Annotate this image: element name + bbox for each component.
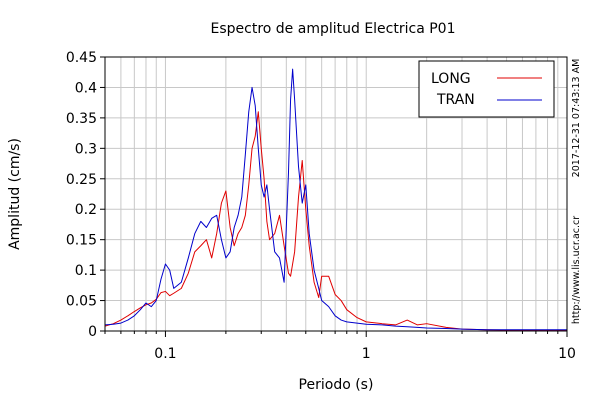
y-tick-label: 0 (88, 324, 97, 340)
y-tick-label: 0.05 (66, 294, 97, 310)
timestamp-label: 2017-12-31 07:43:13 AM (571, 59, 582, 178)
series-layer (104, 68, 567, 331)
y-tick-label: 0.15 (66, 233, 97, 249)
legend: LONG TRAN (418, 60, 555, 118)
legend-label-tran: TRAN (436, 92, 475, 108)
plot-frame (104, 56, 568, 332)
y-tick-label: 0.4 (75, 80, 97, 96)
x-tick-label: 1 (362, 346, 371, 362)
axis-ticks (100, 56, 568, 337)
legend-box (418, 60, 555, 118)
series-line-tran (104, 68, 567, 331)
series-line-long (104, 111, 567, 331)
grid (104, 57, 567, 331)
y-tick-label: 0.35 (66, 111, 97, 127)
y-axis-label: Amplitud (cm/s) (7, 138, 23, 250)
x-tick-label: 10 (558, 346, 576, 362)
y-tick-label: 0.1 (75, 263, 97, 279)
y-tick-label: 0.45 (66, 50, 97, 66)
y-tick-label: 0.2 (75, 202, 97, 218)
legend-label-long: LONG (431, 71, 471, 87)
source-url-label: http://www.lis.ucr.ac.cr (571, 216, 582, 324)
x-axis-label: Periodo (s) (299, 377, 374, 393)
y-tick-label: 0.25 (66, 172, 97, 188)
tick-labels: 0 0.05 0.1 0.15 0.2 0.25 0.3 0.35 0.4 0.45 0.1 1 10 (66, 50, 576, 362)
y-tick-label: 0.3 (75, 141, 97, 157)
chart-title: Espectro de amplitud Electrica P01 (211, 21, 456, 37)
x-tick-label: 0.1 (154, 346, 176, 362)
